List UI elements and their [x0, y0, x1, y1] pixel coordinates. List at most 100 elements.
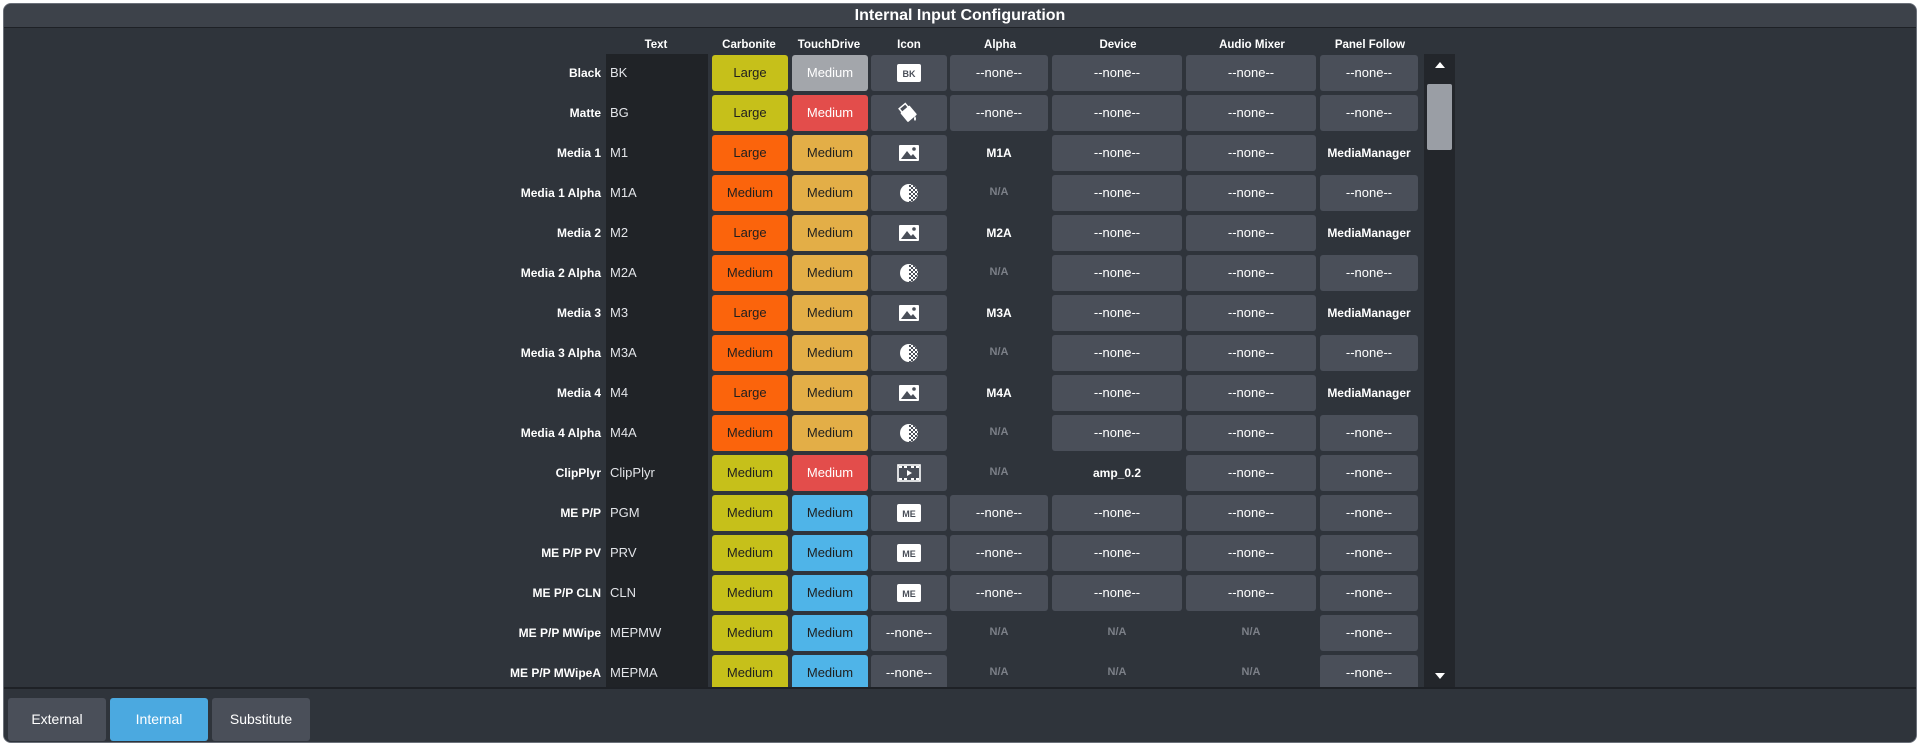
vertical-scrollbar[interactable] — [1424, 54, 1455, 687]
row-text[interactable]: M1A — [610, 185, 637, 200]
touchdrive-size-button[interactable]: Medium — [792, 535, 868, 571]
carbonite-size-button[interactable]: Large — [712, 95, 788, 131]
touchdrive-size-button[interactable]: Medium — [792, 95, 868, 131]
panel-follow-button[interactable]: --none-- — [1320, 615, 1418, 651]
panel-follow-button[interactable]: --none-- — [1320, 55, 1418, 91]
audio-mixer-button[interactable]: --none-- — [1186, 495, 1316, 531]
touchdrive-size-button[interactable]: Medium — [792, 655, 868, 691]
icon-select-button[interactable] — [871, 415, 947, 451]
alpha-button[interactable]: --none-- — [950, 575, 1048, 611]
audio-mixer-button[interactable]: --none-- — [1186, 55, 1316, 91]
row-text[interactable]: M2A — [610, 265, 637, 280]
row-text[interactable]: CLN — [610, 585, 637, 600]
touchdrive-size-button[interactable]: Medium — [792, 455, 868, 491]
device-button[interactable]: --none-- — [1052, 55, 1182, 91]
audio-mixer-button[interactable]: --none-- — [1186, 255, 1316, 291]
tab-internal[interactable]: Internal — [110, 698, 208, 741]
icon-select-button[interactable]: ME — [871, 495, 947, 531]
panel-follow-button[interactable]: --none-- — [1320, 655, 1418, 691]
row-text[interactable]: M1 — [610, 145, 629, 160]
touchdrive-size-button[interactable]: Medium — [792, 495, 868, 531]
icon-select-button[interactable] — [871, 295, 947, 331]
device-button[interactable]: --none-- — [1052, 255, 1182, 291]
scroll-thumb[interactable] — [1427, 84, 1452, 150]
tab-external[interactable]: External — [8, 698, 106, 741]
carbonite-size-button[interactable]: Medium — [712, 175, 788, 211]
icon-select-button[interactable] — [871, 375, 947, 411]
alpha-button[interactable]: --none-- — [950, 535, 1048, 571]
panel-follow-button[interactable]: --none-- — [1320, 335, 1418, 371]
audio-mixer-button[interactable]: --none-- — [1186, 455, 1316, 491]
touchdrive-size-button[interactable]: Medium — [792, 335, 868, 371]
device-button[interactable]: --none-- — [1052, 175, 1182, 211]
scroll-down-arrow-icon[interactable] — [1424, 665, 1455, 687]
panel-follow-button[interactable]: --none-- — [1320, 95, 1418, 131]
carbonite-size-button[interactable]: Medium — [712, 255, 788, 291]
icon-select-button[interactable] — [871, 175, 947, 211]
carbonite-size-button[interactable]: Medium — [712, 575, 788, 611]
icon-select-button[interactable]: BK — [871, 55, 947, 91]
audio-mixer-button[interactable]: --none-- — [1186, 135, 1316, 171]
carbonite-size-button[interactable]: Medium — [712, 455, 788, 491]
device-button[interactable]: --none-- — [1052, 95, 1182, 131]
icon-select-button[interactable]: ME — [871, 575, 947, 611]
carbonite-size-button[interactable]: Large — [712, 55, 788, 91]
alpha-button[interactable]: --none-- — [950, 55, 1048, 91]
carbonite-size-button[interactable]: Large — [712, 215, 788, 251]
icon-select-button[interactable] — [871, 335, 947, 371]
panel-follow-button[interactable]: --none-- — [1320, 415, 1418, 451]
device-button[interactable]: --none-- — [1052, 295, 1182, 331]
carbonite-size-button[interactable]: Medium — [712, 615, 788, 651]
audio-mixer-button[interactable]: --none-- — [1186, 175, 1316, 211]
touchdrive-size-button[interactable]: Medium — [792, 575, 868, 611]
panel-follow-button[interactable]: --none-- — [1320, 175, 1418, 211]
icon-select-button[interactable] — [871, 455, 947, 491]
audio-mixer-button[interactable]: --none-- — [1186, 535, 1316, 571]
row-text[interactable]: M3A — [610, 345, 637, 360]
icon-select-button[interactable]: --none-- — [871, 655, 947, 691]
touchdrive-size-button[interactable]: Medium — [792, 175, 868, 211]
audio-mixer-button[interactable]: --none-- — [1186, 215, 1316, 251]
icon-select-button[interactable] — [871, 215, 947, 251]
alpha-button[interactable]: --none-- — [950, 495, 1048, 531]
icon-select-button[interactable]: ME — [871, 535, 947, 571]
carbonite-size-button[interactable]: Medium — [712, 535, 788, 571]
icon-select-button[interactable] — [871, 255, 947, 291]
carbonite-size-button[interactable]: Large — [712, 295, 788, 331]
carbonite-size-button[interactable]: Medium — [712, 335, 788, 371]
touchdrive-size-button[interactable]: Medium — [792, 615, 868, 651]
device-button[interactable]: --none-- — [1052, 415, 1182, 451]
row-text[interactable]: PRV — [610, 545, 637, 560]
device-button[interactable]: --none-- — [1052, 335, 1182, 371]
carbonite-size-button[interactable]: Medium — [712, 415, 788, 451]
row-text[interactable]: MEPMA — [610, 665, 658, 680]
row-text[interactable]: M3 — [610, 305, 629, 320]
audio-mixer-button[interactable]: --none-- — [1186, 95, 1316, 131]
device-button[interactable]: --none-- — [1052, 575, 1182, 611]
icon-select-button[interactable] — [871, 135, 947, 171]
touchdrive-size-button[interactable]: Medium — [792, 135, 868, 171]
audio-mixer-button[interactable]: --none-- — [1186, 415, 1316, 451]
touchdrive-size-button[interactable]: Medium — [792, 55, 868, 91]
panel-follow-button[interactable]: --none-- — [1320, 455, 1418, 491]
device-button[interactable]: --none-- — [1052, 375, 1182, 411]
panel-follow-button[interactable]: --none-- — [1320, 495, 1418, 531]
panel-follow-button[interactable]: --none-- — [1320, 575, 1418, 611]
row-text[interactable]: BK — [610, 65, 628, 80]
audio-mixer-button[interactable]: --none-- — [1186, 335, 1316, 371]
audio-mixer-button[interactable]: --none-- — [1186, 375, 1316, 411]
carbonite-size-button[interactable]: Medium — [712, 495, 788, 531]
device-button[interactable]: --none-- — [1052, 135, 1182, 171]
icon-select-button[interactable]: --none-- — [871, 615, 947, 651]
row-text[interactable]: M4 — [610, 385, 629, 400]
device-button[interactable]: --none-- — [1052, 495, 1182, 531]
row-text[interactable]: ClipPlyr — [610, 465, 655, 480]
touchdrive-size-button[interactable]: Medium — [792, 295, 868, 331]
tab-substitute[interactable]: Substitute — [212, 698, 310, 741]
scroll-up-arrow-icon[interactable] — [1424, 54, 1455, 76]
touchdrive-size-button[interactable]: Medium — [792, 215, 868, 251]
touchdrive-size-button[interactable]: Medium — [792, 375, 868, 411]
row-text[interactable]: BG — [610, 105, 629, 120]
carbonite-size-button[interactable]: Medium — [712, 655, 788, 691]
device-button[interactable]: --none-- — [1052, 215, 1182, 251]
